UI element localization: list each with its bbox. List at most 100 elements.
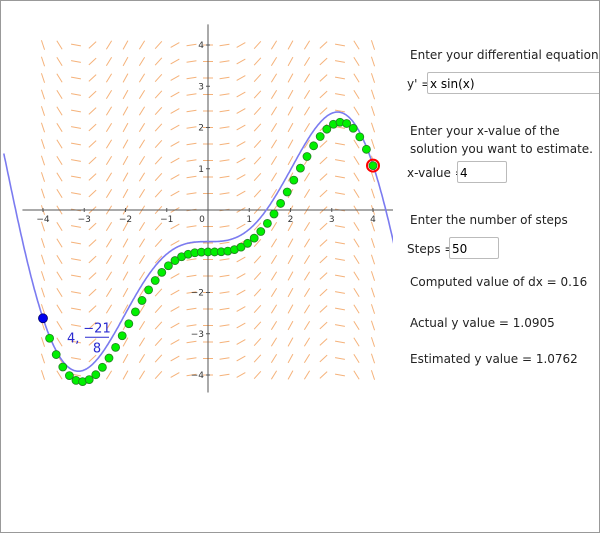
slope-segment bbox=[219, 225, 230, 228]
slope-segment bbox=[270, 172, 278, 182]
slope-segment bbox=[170, 42, 180, 48]
euler-point bbox=[150, 276, 160, 285]
slope-segment bbox=[370, 56, 376, 67]
equation-input[interactable]: x sin(x) bbox=[427, 72, 599, 94]
slope-segment bbox=[154, 139, 163, 149]
slope-segment bbox=[105, 271, 113, 281]
slope-segment bbox=[370, 40, 376, 50]
result: Actual y value = 1.0905 bbox=[410, 316, 555, 330]
slope-segment bbox=[353, 40, 360, 50]
slope-segment bbox=[138, 238, 146, 248]
slope-segment bbox=[270, 40, 278, 50]
slope-segment bbox=[170, 124, 180, 131]
slope-segment bbox=[88, 222, 97, 231]
slope-segment bbox=[353, 221, 360, 232]
slope-segment bbox=[353, 155, 360, 166]
slope-segment bbox=[370, 337, 376, 347]
slope-segment bbox=[270, 320, 278, 331]
slope-segment bbox=[154, 238, 163, 248]
slope-segment bbox=[287, 172, 294, 182]
slope-segment bbox=[219, 291, 230, 294]
slope-segment bbox=[253, 255, 262, 264]
slope-segment bbox=[353, 106, 360, 116]
slope-segment bbox=[138, 122, 146, 133]
x-input[interactable]: 4 bbox=[457, 161, 507, 183]
slope-segment bbox=[370, 304, 376, 314]
slope-segment bbox=[40, 122, 46, 133]
slope-segment bbox=[236, 42, 246, 48]
slope-segment bbox=[270, 353, 278, 364]
x-tick-label: 0 bbox=[199, 215, 205, 225]
start-point bbox=[38, 313, 48, 324]
slope-segment bbox=[122, 172, 129, 182]
slope-segment bbox=[170, 223, 180, 230]
slope-segment bbox=[170, 91, 180, 98]
slope-segment bbox=[56, 188, 63, 199]
field-label: y' = bbox=[407, 77, 432, 91]
x-tick-label: 2 bbox=[288, 215, 294, 225]
slope-segment bbox=[370, 73, 376, 83]
slope-segment bbox=[236, 124, 246, 131]
slope-segment bbox=[219, 93, 230, 96]
slope-segment bbox=[319, 189, 328, 198]
slope-segment bbox=[370, 287, 376, 298]
end-ring bbox=[366, 158, 380, 173]
slope-segment bbox=[138, 155, 146, 166]
slope-segment bbox=[70, 175, 82, 179]
slope-segment bbox=[287, 73, 294, 83]
slope-segment bbox=[88, 123, 97, 132]
slope-segment bbox=[70, 159, 82, 162]
slope-segment bbox=[186, 192, 197, 195]
y-tick-label: 3 bbox=[198, 82, 204, 92]
slope-segment bbox=[253, 321, 262, 330]
slope-segment bbox=[186, 258, 197, 261]
slope-segment bbox=[303, 73, 311, 83]
slope-segment bbox=[122, 155, 129, 166]
slope-segment bbox=[270, 56, 278, 67]
slope-segment bbox=[334, 291, 346, 294]
slope-segment bbox=[122, 89, 129, 100]
slope-segment bbox=[56, 320, 63, 331]
slope-segment bbox=[253, 156, 262, 165]
slope-segment bbox=[105, 155, 113, 166]
slope-segment bbox=[303, 188, 311, 199]
y-tick-label: −4 bbox=[191, 371, 205, 381]
slope-segment bbox=[56, 172, 63, 182]
steps-input[interactable]: 50 bbox=[449, 237, 499, 259]
slope-segment bbox=[219, 109, 230, 113]
slope-segment bbox=[219, 307, 230, 311]
slope-segment bbox=[170, 339, 180, 345]
slope-segment bbox=[319, 272, 328, 280]
slope-segment bbox=[334, 357, 346, 360]
slope-segment bbox=[186, 159, 197, 162]
slope-segment bbox=[219, 43, 230, 47]
slope-segment bbox=[170, 372, 180, 378]
slope-segment bbox=[303, 304, 311, 314]
slope-segment bbox=[186, 340, 197, 344]
slope-segment bbox=[88, 189, 97, 198]
slope-segment bbox=[319, 222, 328, 231]
slope-segment bbox=[40, 106, 46, 116]
slope-segment bbox=[154, 189, 163, 198]
slope-segment bbox=[236, 223, 246, 230]
slope-segment bbox=[138, 304, 146, 314]
slope-segment bbox=[40, 287, 46, 298]
euler-point bbox=[91, 370, 101, 380]
x-tick-label: −3 bbox=[78, 215, 91, 225]
slope-segment bbox=[88, 74, 97, 82]
slope-segment bbox=[236, 339, 246, 345]
slope-segment bbox=[219, 324, 230, 327]
slope-segment bbox=[253, 304, 262, 314]
slope-segment bbox=[287, 287, 294, 298]
prompt: Enter your differential equation bbox=[410, 48, 599, 62]
slope-segment bbox=[88, 107, 97, 115]
y-tick-label: 4 bbox=[198, 41, 204, 51]
slope-segment bbox=[270, 221, 278, 232]
slope-segment bbox=[154, 57, 163, 66]
slope-segment bbox=[186, 357, 197, 360]
slope-segment bbox=[105, 287, 113, 298]
slope-segment bbox=[122, 188, 129, 199]
slope-segment bbox=[88, 57, 97, 66]
slope-segment bbox=[105, 40, 113, 50]
slope-segment bbox=[70, 291, 82, 294]
